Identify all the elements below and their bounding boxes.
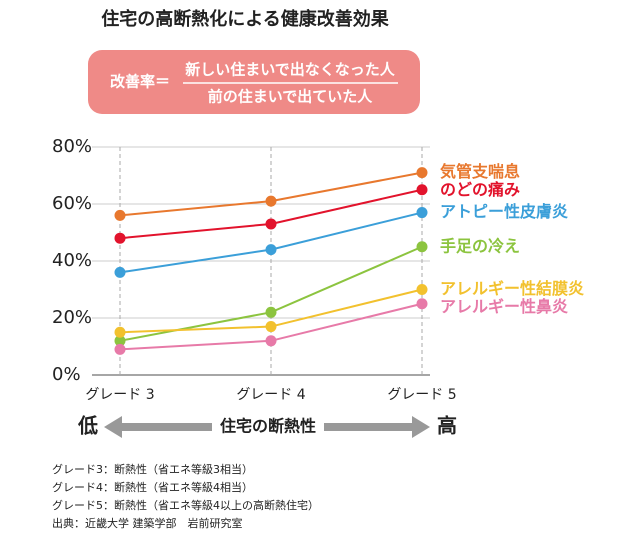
point xyxy=(265,218,277,230)
point xyxy=(114,326,126,338)
formula-label: 改善率＝ xyxy=(110,73,170,91)
scale-label: 住宅の断熱性 xyxy=(220,417,316,436)
point xyxy=(416,241,428,253)
formula-denominator: 前の住まいで出ていた人 xyxy=(208,88,374,106)
point xyxy=(416,184,428,196)
point xyxy=(265,244,277,256)
chart-title: 住宅の高断熱化による健康改善効果 xyxy=(101,8,389,30)
scale-label-bg xyxy=(212,414,324,440)
series-label: 手足の冷え xyxy=(440,236,520,255)
y-tick-label: 40% xyxy=(52,250,92,271)
point xyxy=(416,207,428,219)
note: グレード4：断熱性（省エネ等級4相当） xyxy=(52,480,253,494)
series-label: アレルギー性鼻炎 xyxy=(440,297,568,316)
point xyxy=(265,195,277,207)
note: 出典：近畿大学 建築学部 岩前研究室 xyxy=(52,516,243,530)
x-tick-label: グレード 5 xyxy=(387,387,456,403)
point xyxy=(416,167,428,179)
point xyxy=(114,266,126,278)
series-label: のどの痛み xyxy=(440,180,520,199)
point xyxy=(265,306,277,318)
y-tick-label: 0% xyxy=(52,364,81,385)
point xyxy=(114,209,126,221)
note: グレード5：断熱性（省エネ等級4以上の高断熱住宅） xyxy=(52,498,319,512)
y-tick-label: 20% xyxy=(52,307,92,328)
series-label: 気管支喘息 xyxy=(440,162,520,181)
formula-numerator: 新しい住まいで出なくなった人 xyxy=(185,61,396,79)
point xyxy=(265,335,277,347)
y-tick-label: 60% xyxy=(52,193,92,214)
series-label: アレルギー性結膜炎 xyxy=(440,279,584,298)
point xyxy=(416,284,428,295)
note: グレード3：断熱性（省エネ等級3相当） xyxy=(52,462,253,476)
point xyxy=(114,232,126,244)
x-tick-label: グレード 4 xyxy=(236,387,305,403)
series-label: アトピー性皮膚炎 xyxy=(440,202,568,221)
scale-high: 高 xyxy=(437,414,457,438)
scale-low: 低 xyxy=(77,414,98,438)
formula-box xyxy=(88,50,420,114)
point xyxy=(114,335,126,347)
y-tick-label: 80% xyxy=(52,136,92,157)
point xyxy=(416,298,428,310)
x-tick-label: グレード 3 xyxy=(85,387,154,403)
point xyxy=(265,321,277,333)
series-line xyxy=(119,171,423,217)
point xyxy=(114,343,126,355)
